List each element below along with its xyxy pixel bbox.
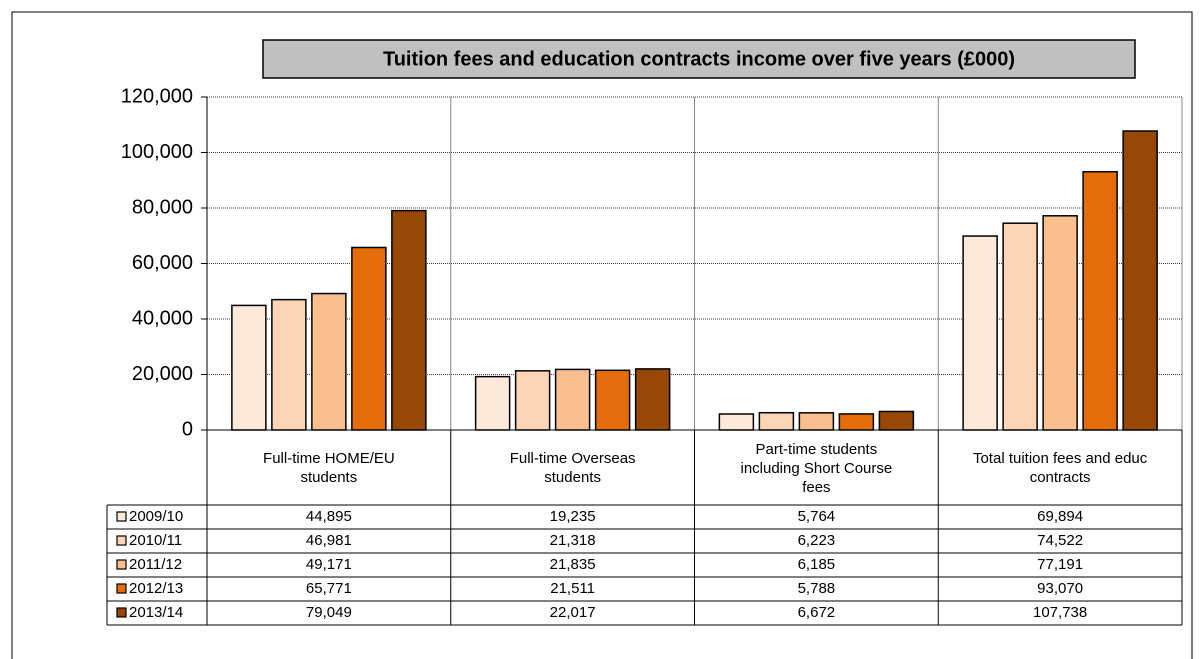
bar bbox=[634, 368, 671, 431]
legend-swatch bbox=[116, 511, 127, 522]
bar bbox=[878, 410, 915, 431]
table-value: 77,191 bbox=[1037, 556, 1083, 573]
chart-title: Tuition fees and education contracts inc… bbox=[383, 48, 1015, 70]
table-value: 21,835 bbox=[550, 556, 596, 573]
bar bbox=[1082, 170, 1118, 431]
bar bbox=[391, 209, 427, 431]
y-tick-label: 40,000 bbox=[132, 307, 193, 329]
table-value: 107,738 bbox=[1033, 604, 1087, 621]
y-tick-label: 0 bbox=[182, 418, 193, 440]
legend-label: 2011/12 bbox=[129, 556, 182, 573]
bar bbox=[758, 411, 795, 431]
bar bbox=[594, 369, 631, 431]
bar bbox=[554, 368, 591, 431]
table-value: 5,764 bbox=[798, 508, 836, 525]
table-value: 6,672 bbox=[798, 604, 836, 621]
bar bbox=[1122, 130, 1158, 431]
table-value: 79,049 bbox=[306, 604, 352, 621]
bar bbox=[718, 413, 755, 431]
y-tick-label: 120,000 bbox=[121, 85, 193, 107]
legend-label: 2009/10 bbox=[129, 508, 183, 525]
table-value: 6,223 bbox=[798, 532, 836, 549]
x-tick-label: Part-time students including Short Cours… bbox=[740, 440, 893, 496]
legend-swatch bbox=[116, 607, 127, 618]
x-tick-label: Total tuition fees and educ contracts bbox=[972, 450, 1148, 486]
legend-label: 2010/11 bbox=[129, 532, 182, 549]
bar bbox=[311, 292, 347, 431]
y-tick-label: 60,000 bbox=[132, 252, 193, 274]
table-value: 49,171 bbox=[306, 556, 352, 573]
legend-label: 2013/14 bbox=[129, 604, 183, 621]
legend-swatch bbox=[116, 559, 127, 570]
bar bbox=[962, 235, 998, 431]
x-tick-label: Full-time Overseas students bbox=[509, 450, 636, 486]
bar bbox=[351, 246, 387, 431]
table-value: 65,771 bbox=[306, 580, 352, 597]
legend-swatch bbox=[116, 535, 127, 546]
x-tick-label: Full-time HOME/EU students bbox=[263, 450, 395, 486]
table-value: 21,318 bbox=[550, 532, 596, 549]
bar bbox=[514, 370, 551, 431]
table-value: 44,895 bbox=[306, 508, 352, 525]
title-box bbox=[262, 39, 1136, 79]
table-value: 93,070 bbox=[1037, 580, 1083, 597]
table-value: 46,981 bbox=[306, 532, 352, 549]
legend-swatch bbox=[116, 583, 127, 594]
bar bbox=[474, 375, 511, 431]
bar bbox=[798, 412, 835, 431]
bar bbox=[838, 413, 875, 431]
bar bbox=[271, 298, 307, 431]
table-value: 19,235 bbox=[550, 508, 596, 525]
y-tick-label: 100,000 bbox=[121, 141, 193, 163]
table-value: 21,511 bbox=[550, 580, 595, 597]
table-value: 5,788 bbox=[798, 580, 836, 597]
table-value: 22,017 bbox=[550, 604, 596, 621]
bar bbox=[1002, 222, 1038, 431]
legend-label: 2012/13 bbox=[129, 580, 183, 597]
bar bbox=[231, 304, 267, 431]
y-tick-label: 80,000 bbox=[132, 196, 193, 218]
bar bbox=[1042, 215, 1078, 431]
table-value: 6,185 bbox=[798, 556, 836, 573]
table-value: 69,894 bbox=[1037, 508, 1083, 525]
table-value: 74,522 bbox=[1037, 532, 1083, 549]
y-tick-label: 20,000 bbox=[132, 363, 193, 385]
